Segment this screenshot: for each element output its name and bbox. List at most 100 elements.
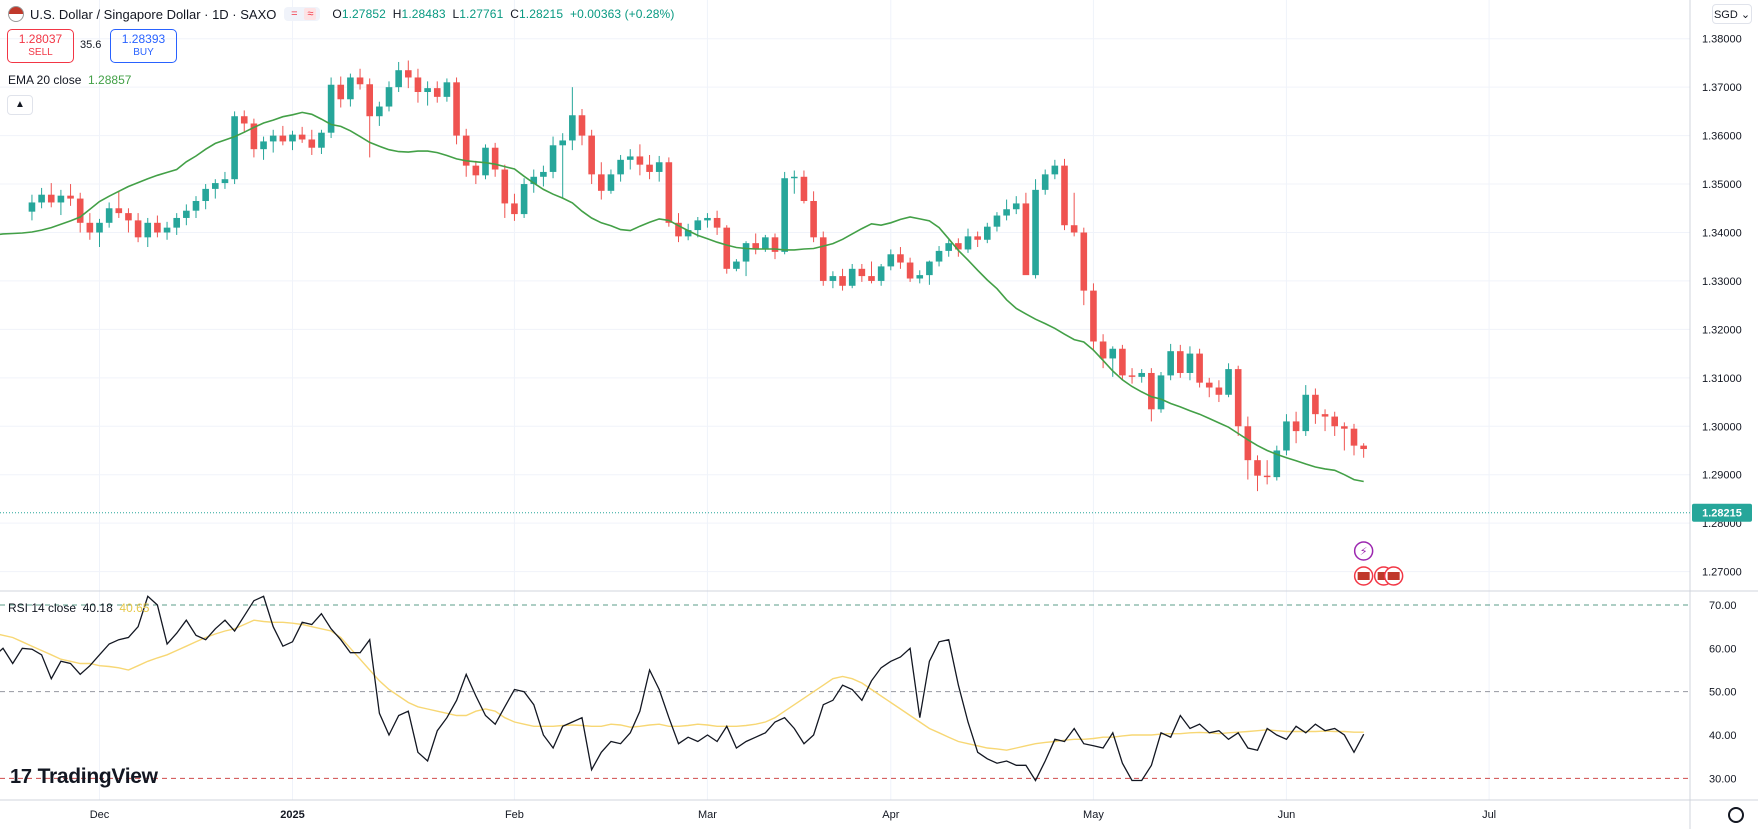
ema-line bbox=[0, 111, 1364, 483]
candle-body bbox=[1177, 351, 1184, 373]
ema-legend[interactable]: EMA 20 close 1.28857 bbox=[8, 73, 132, 87]
candle-body bbox=[279, 135, 287, 142]
candle-body bbox=[221, 179, 229, 184]
candle-body bbox=[1070, 225, 1078, 233]
candle-body bbox=[1283, 421, 1290, 451]
candle-body bbox=[1061, 165, 1068, 226]
rsi-tick-label: 50.00 bbox=[1709, 687, 1737, 699]
candle-body bbox=[1090, 290, 1097, 342]
price-tick-label: 1.33000 bbox=[1702, 276, 1742, 288]
candle-body bbox=[482, 147, 489, 176]
candle-body bbox=[96, 222, 103, 233]
candle-body bbox=[395, 70, 402, 88]
time-axis-label: Jul bbox=[1482, 809, 1496, 821]
candle-body bbox=[269, 135, 277, 142]
price-tick-label: 1.27000 bbox=[1702, 567, 1742, 579]
rsi-tick-label: 70.00 bbox=[1709, 600, 1737, 612]
candle-body bbox=[906, 262, 914, 279]
candle-body bbox=[173, 217, 180, 228]
candle-body bbox=[1119, 348, 1126, 376]
time-axis-label: 2025 bbox=[280, 809, 304, 821]
candle-body bbox=[443, 82, 451, 97]
candle-body bbox=[472, 165, 480, 176]
candle-body bbox=[57, 195, 65, 203]
candle-body bbox=[819, 237, 827, 281]
price-tick-label: 1.31000 bbox=[1702, 373, 1742, 385]
rsi-legend[interactable]: RSI 14 close 40.18 40.65 bbox=[8, 601, 150, 615]
candle-body bbox=[742, 243, 750, 262]
candle-body bbox=[491, 147, 499, 170]
status-pill[interactable]: = ≈ bbox=[284, 7, 321, 21]
currency-selector[interactable]: SGD ⌄ bbox=[1712, 4, 1752, 24]
rsi-tick-label: 40.00 bbox=[1709, 730, 1737, 742]
candle-body bbox=[598, 174, 605, 191]
candle-body bbox=[549, 145, 557, 172]
time-axis-label: Dec bbox=[90, 809, 110, 821]
candle-body bbox=[298, 134, 306, 140]
candle-body bbox=[993, 215, 1001, 227]
candle-body bbox=[704, 217, 711, 221]
ohlc-readout: O1.27852 H1.28483 L1.27761 C1.28215 +0.0… bbox=[332, 7, 675, 21]
candle-body bbox=[1196, 353, 1203, 383]
collapse-legend-button[interactable]: ▲ bbox=[7, 95, 33, 115]
candle-body bbox=[405, 70, 412, 78]
candle-body bbox=[984, 226, 991, 240]
candle-body bbox=[1012, 203, 1020, 210]
candle-body bbox=[646, 164, 653, 172]
equal-icon: = bbox=[291, 8, 298, 20]
candle-body bbox=[38, 194, 45, 203]
candle-body bbox=[202, 188, 209, 202]
candle-body bbox=[125, 213, 132, 221]
candle-body bbox=[1263, 475, 1271, 478]
settings-gear-icon[interactable] bbox=[1728, 807, 1744, 823]
candle-body bbox=[163, 227, 171, 233]
symbol-title[interactable]: U.S. Dollar / Singapore Dollar · 1D · SA… bbox=[30, 6, 277, 22]
candle-body bbox=[955, 243, 962, 250]
candle-body bbox=[511, 203, 518, 215]
candle-body bbox=[1186, 353, 1194, 373]
us-event-flag-stripe bbox=[1377, 572, 1390, 580]
time-axis-label: Jun bbox=[1278, 809, 1296, 821]
us-event-flag-stripe bbox=[1357, 572, 1370, 580]
candle-body bbox=[424, 88, 431, 93]
candle-body bbox=[433, 88, 441, 97]
candle-body bbox=[501, 169, 509, 204]
candle-body bbox=[1041, 174, 1049, 190]
price-tick-label: 1.38000 bbox=[1702, 34, 1742, 46]
candle-body bbox=[733, 261, 740, 269]
candle-body bbox=[839, 276, 846, 286]
candle-body bbox=[1128, 375, 1136, 377]
candle-body bbox=[212, 183, 219, 189]
candle-body bbox=[240, 116, 248, 124]
candle-body bbox=[848, 268, 856, 286]
candle-body bbox=[945, 243, 952, 251]
candle-body bbox=[1099, 341, 1107, 359]
candle-body bbox=[791, 176, 798, 179]
candle-body bbox=[356, 77, 364, 85]
tradingview-mark-icon: 17 bbox=[10, 765, 32, 788]
candle-body bbox=[810, 201, 817, 238]
candle-body bbox=[617, 159, 624, 175]
candle-body bbox=[916, 275, 924, 279]
candle-body bbox=[183, 210, 190, 218]
candle-body bbox=[115, 208, 123, 214]
candle-body bbox=[974, 236, 981, 240]
buy-button[interactable]: 1.28393 BUY bbox=[110, 29, 177, 63]
sell-button[interactable]: 1.28037 SELL bbox=[7, 29, 74, 63]
candle-body bbox=[1244, 426, 1252, 461]
candle-body bbox=[376, 106, 383, 117]
candle-body bbox=[134, 220, 142, 238]
time-axis-label: May bbox=[1083, 809, 1104, 821]
candle-body bbox=[675, 222, 682, 237]
candle-body bbox=[578, 115, 586, 136]
candle-body bbox=[752, 243, 759, 250]
candle-body bbox=[626, 156, 634, 160]
candle-body bbox=[1215, 387, 1223, 395]
candle-body bbox=[1051, 165, 1059, 175]
candle-body bbox=[327, 84, 335, 133]
candle-body bbox=[1254, 460, 1261, 476]
candle-body bbox=[1292, 421, 1300, 432]
tradingview-logo: 17 TradingView bbox=[10, 765, 158, 788]
price-tick-label: 1.29000 bbox=[1702, 470, 1742, 482]
